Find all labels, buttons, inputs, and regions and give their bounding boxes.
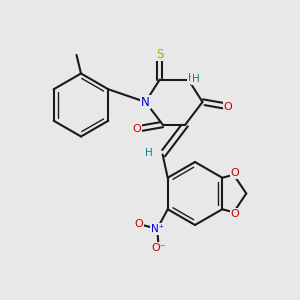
- Text: N: N: [141, 95, 150, 109]
- Text: H: H: [192, 74, 200, 84]
- Text: O: O: [135, 219, 144, 229]
- Text: O: O: [231, 168, 240, 178]
- Text: S: S: [156, 47, 164, 61]
- Text: N⁺: N⁺: [151, 224, 164, 234]
- Text: H: H: [188, 73, 196, 83]
- Text: O⁻: O⁻: [152, 243, 166, 253]
- Text: O: O: [224, 101, 232, 112]
- Text: O: O: [133, 124, 142, 134]
- Text: O: O: [231, 209, 240, 219]
- Text: H: H: [145, 148, 153, 158]
